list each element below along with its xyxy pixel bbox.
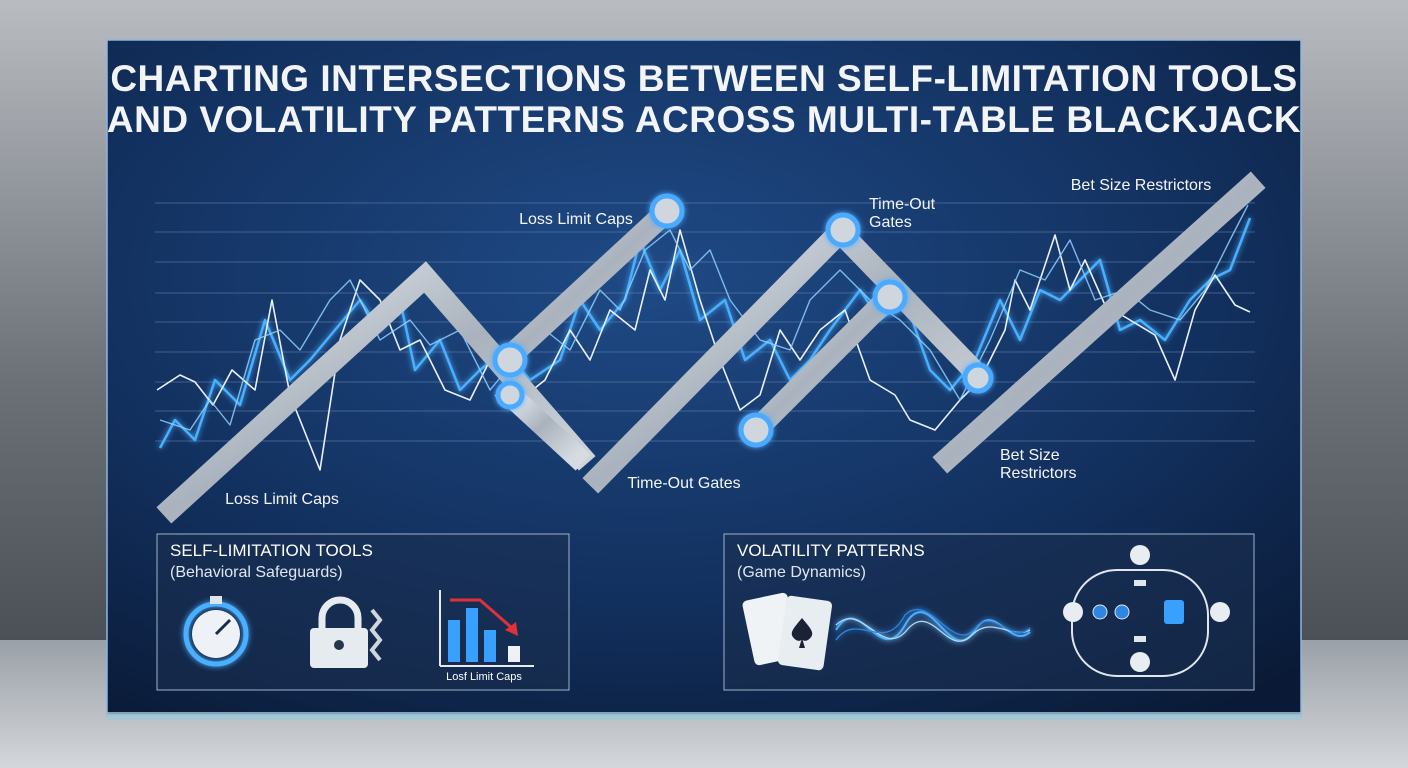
padlock-icon <box>310 596 383 668</box>
chip <box>1063 602 1083 622</box>
node <box>649 193 685 229</box>
icon-button <box>210 596 222 604</box>
chart-label: Bet Size <box>1000 447 1060 464</box>
icon-arrowhead <box>505 622 518 636</box>
icon-arrow <box>450 598 513 630</box>
card-suit <box>791 618 813 648</box>
icon-shackle <box>318 596 362 630</box>
wave <box>835 618 1031 642</box>
panel-title: SELF-LIMITATION TOOLS <box>170 541 373 560</box>
chart-label: Restrictors <box>1000 465 1076 482</box>
icon-chain <box>369 608 383 662</box>
node <box>825 212 861 248</box>
node <box>492 342 528 378</box>
icon-keyhole <box>334 640 344 650</box>
node <box>962 362 994 394</box>
panel-subtitle: (Game Dynamics) <box>737 564 866 581</box>
chart-label: Loss Limit Caps <box>519 211 633 228</box>
chip <box>1210 602 1230 622</box>
nodes <box>492 193 994 448</box>
table-outline <box>1071 569 1209 677</box>
chart-label: Time-Out Gates <box>627 475 740 492</box>
chip <box>1114 604 1130 620</box>
chart-label: Loss Limit Caps <box>225 491 339 508</box>
icon-hand <box>214 618 232 636</box>
chip-marker <box>1134 636 1146 642</box>
icon-bar <box>448 620 460 662</box>
stopwatch-icon <box>183 596 249 667</box>
node <box>872 279 908 315</box>
chip-marker <box>1134 580 1146 586</box>
silver-band <box>492 196 682 374</box>
icon-caption: Losf Limit Caps <box>446 671 522 683</box>
chip <box>1092 604 1108 620</box>
glass-edge <box>107 712 1301 720</box>
chip <box>1130 652 1150 672</box>
chart-label: Bet Size Restrictors <box>1071 177 1211 194</box>
chart-label: Time-Out <box>869 196 936 213</box>
decor-grid <box>155 202 1255 442</box>
title-line: CHARTING INTERSECTIONS BETWEEN SELF-LIMI… <box>110 58 1297 99</box>
chart-label: Gates <box>869 214 912 231</box>
cards-icon <box>742 592 833 671</box>
icon-bar <box>466 608 478 662</box>
panel-subtitle: (Behavioral Safeguards) <box>170 564 343 581</box>
icon-bar <box>484 630 496 662</box>
table-icon <box>1063 545 1230 677</box>
chip <box>1130 545 1150 565</box>
icon-bar <box>508 646 520 662</box>
silver-band <box>740 280 906 446</box>
node <box>738 412 774 448</box>
wave-icon <box>835 608 1031 642</box>
title-line: AND VOLATILITY PATTERNS ACROSS MULTI-TAB… <box>107 99 1301 140</box>
silver-band <box>494 379 591 471</box>
wave <box>835 608 1031 641</box>
volatility-line <box>159 204 1249 431</box>
node <box>495 380 525 410</box>
barchart-icon: Losf Limit Caps <box>439 590 534 683</box>
volatility-line <box>158 217 1252 449</box>
silver-band <box>932 171 1266 474</box>
chip-stack <box>1164 600 1184 624</box>
panel-title: VOLATILITY PATTERNS <box>737 541 925 560</box>
silver-band <box>156 261 596 524</box>
silver-bands <box>156 171 1266 524</box>
